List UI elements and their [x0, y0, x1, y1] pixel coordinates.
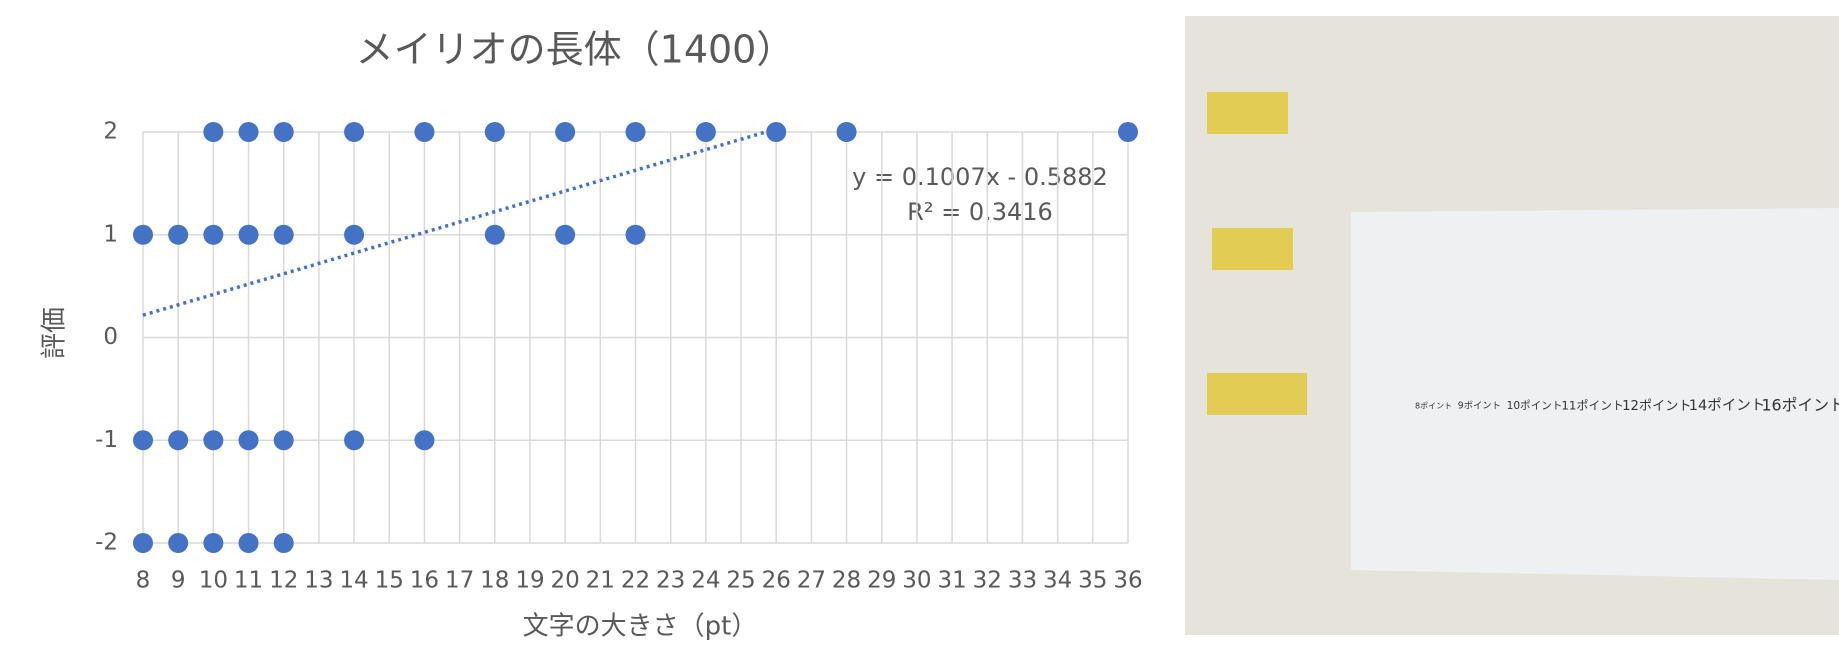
point	[344, 225, 364, 245]
point	[414, 430, 434, 450]
x-tick-label: 24	[691, 568, 720, 594]
point	[485, 122, 505, 142]
point	[239, 533, 259, 553]
x-tick-label: 31	[937, 568, 966, 594]
x-tick-label: 32	[973, 568, 1002, 594]
y-tick-label: -1	[95, 427, 118, 453]
point	[239, 430, 259, 450]
x-tick-label: 23	[656, 568, 685, 594]
point	[239, 122, 259, 142]
x-tick-label: 29	[867, 568, 896, 594]
x-tick-label: 15	[375, 568, 404, 594]
point	[696, 122, 716, 142]
x-tick-label: 13	[304, 568, 333, 594]
point	[1118, 122, 1138, 142]
x-tick-label: 34	[1043, 568, 1072, 594]
point	[626, 225, 646, 245]
point	[274, 225, 294, 245]
x-tick-label: 26	[762, 568, 791, 594]
x-axis-title: 文字の大きさ（pt）	[523, 612, 758, 642]
x-tick-label: 16	[410, 568, 439, 594]
point	[168, 225, 188, 245]
paper	[1351, 208, 1839, 580]
y-tick-label: -2	[95, 530, 118, 556]
x-tick-label: 19	[515, 568, 544, 594]
x-tick-label: 36	[1113, 568, 1142, 594]
y-tick-label: 0	[103, 324, 118, 350]
x-tick-label: 25	[726, 568, 755, 594]
x-tick-label: 17	[445, 568, 474, 594]
x-tick-label: 9	[171, 568, 186, 594]
point	[555, 122, 575, 142]
photo-label: 16ポイント	[1762, 396, 1839, 415]
x-tick-label: 33	[1008, 568, 1037, 594]
grid	[143, 132, 1128, 543]
point	[203, 122, 223, 142]
photo-label: 11ポイント	[1561, 399, 1624, 413]
point	[133, 430, 153, 450]
point	[133, 225, 153, 245]
x-tick-label: 22	[621, 568, 650, 594]
point	[133, 533, 153, 553]
point	[274, 430, 294, 450]
tape	[1212, 228, 1293, 270]
point	[344, 122, 364, 142]
point	[626, 122, 646, 142]
photo	[1185, 16, 1839, 635]
tape	[1207, 373, 1307, 415]
tape	[1207, 92, 1288, 134]
photo-label: 8ポイント	[1415, 402, 1452, 411]
x-tick-label: 11	[234, 568, 263, 594]
y-tick-label: 1	[103, 221, 118, 247]
point	[274, 533, 294, 553]
x-tick-label: 8	[136, 568, 151, 594]
x-tick-label: 28	[832, 568, 861, 594]
point	[555, 225, 575, 245]
x-tick-label: 18	[480, 568, 509, 594]
x-tick-label: 14	[339, 568, 368, 594]
x-tick-label: 30	[902, 568, 931, 594]
point	[274, 122, 294, 142]
photo-label: 9ポイント	[1458, 401, 1501, 412]
point	[203, 430, 223, 450]
y-tick-label: 2	[103, 119, 118, 145]
trendline-equation: y = 0.1007x - 0.5882	[852, 163, 1108, 191]
x-tick-label: 27	[797, 568, 826, 594]
point	[766, 122, 786, 142]
y-axis-title: 評価	[40, 307, 70, 359]
point	[485, 225, 505, 245]
point	[239, 225, 259, 245]
trendline-r2: R² = 0.3416	[907, 198, 1053, 226]
x-tick-label: 35	[1078, 568, 1107, 594]
point	[203, 225, 223, 245]
x-tick-label: 21	[586, 568, 615, 594]
trendline	[143, 132, 766, 315]
chart-title: メイリオの長体（1400）	[356, 28, 795, 72]
point	[168, 430, 188, 450]
point	[168, 533, 188, 553]
photo-label: 12ポイント	[1622, 398, 1692, 414]
point	[203, 533, 223, 553]
x-tick-label: 20	[551, 568, 580, 594]
x-tick-label: 10	[199, 568, 228, 594]
point	[837, 122, 857, 142]
x-tick-label: 12	[269, 568, 298, 594]
photo-label: 14ポイント	[1689, 397, 1765, 414]
photo-label: 10ポイント	[1507, 400, 1563, 412]
point	[414, 122, 434, 142]
point	[344, 430, 364, 450]
